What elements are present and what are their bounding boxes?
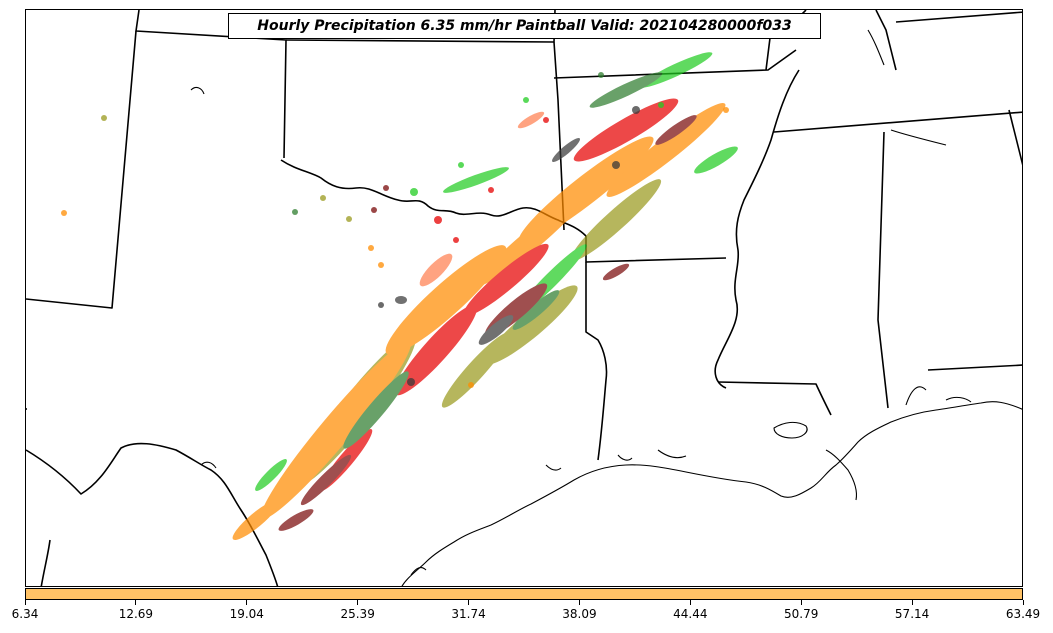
precip-cell bbox=[523, 97, 529, 103]
precip-green bbox=[639, 52, 713, 88]
border-nm-north bbox=[135, 10, 287, 159]
colorbar-tick-mark bbox=[135, 600, 137, 605]
precip-cell bbox=[101, 115, 107, 121]
precip-cell bbox=[371, 207, 377, 213]
precip-cell bbox=[320, 195, 326, 201]
colorbar-tick-mark bbox=[800, 600, 802, 605]
precip-cell bbox=[434, 216, 442, 224]
precip-darkgreen bbox=[589, 72, 663, 108]
precip-cell bbox=[378, 262, 384, 268]
colorbar bbox=[25, 588, 1023, 600]
precip-cell bbox=[407, 378, 415, 386]
border-ark-mo bbox=[553, 49, 797, 79]
precip-orange bbox=[606, 103, 726, 197]
precip-darkgreen bbox=[343, 371, 409, 449]
precip-orange bbox=[232, 499, 280, 541]
colorbar-tick-label: 44.44 bbox=[673, 607, 708, 621]
colorbar-tick-mark bbox=[357, 600, 359, 605]
colorbar-tick-mark bbox=[246, 600, 248, 605]
border-mex-inner bbox=[26, 408, 51, 586]
colorbar-tick-mark bbox=[468, 600, 470, 605]
border-ky bbox=[895, 11, 1022, 23]
precip-maroon bbox=[278, 509, 314, 531]
precip-cell bbox=[378, 302, 384, 308]
precip-red bbox=[573, 98, 679, 162]
border-tn bbox=[773, 111, 1022, 133]
precip-maroon bbox=[655, 115, 697, 145]
precip-green bbox=[694, 146, 738, 174]
precip-cell bbox=[632, 106, 640, 114]
precip-olive bbox=[570, 179, 662, 261]
precip-red bbox=[463, 243, 549, 317]
precip-darkgray bbox=[551, 138, 581, 162]
colorbar-tick-label: 12.69 bbox=[118, 607, 154, 621]
precip-cell bbox=[598, 72, 604, 78]
precip-green bbox=[443, 167, 509, 193]
colorbar-tick-label: 57.14 bbox=[894, 607, 930, 621]
precip-darkgreen bbox=[512, 290, 560, 330]
precipitation-map bbox=[26, 10, 1022, 586]
precip-salmon bbox=[419, 253, 453, 287]
precip-darkgray bbox=[478, 315, 514, 345]
gulf-coastline bbox=[190, 29, 1022, 586]
precip-maroon bbox=[300, 454, 352, 506]
precip-orange bbox=[476, 194, 586, 286]
colorbar-tick-label: 25.39 bbox=[340, 607, 375, 621]
precip-cell bbox=[61, 210, 67, 216]
precip-cell bbox=[658, 102, 664, 108]
precip-darkgray bbox=[395, 296, 407, 304]
precip-cell bbox=[458, 162, 464, 168]
border-nm-tx bbox=[26, 30, 137, 309]
precip-cell bbox=[383, 185, 389, 191]
precip-cell bbox=[368, 245, 374, 251]
colorbar-tick-label: 31.74 bbox=[451, 607, 486, 621]
colorbar-tick-label: 63.49 bbox=[1005, 607, 1041, 621]
colorbar-tick-label: 6.34 bbox=[11, 607, 39, 621]
precip-cell bbox=[453, 237, 459, 243]
precip-salmon bbox=[517, 111, 545, 129]
border-ms-al bbox=[877, 131, 889, 409]
border-al-ga bbox=[1008, 109, 1022, 166]
precip-olive bbox=[484, 285, 578, 365]
precip-cell bbox=[292, 209, 298, 215]
colorbar-tick-mark bbox=[24, 600, 26, 605]
colorbar-tick-mark bbox=[911, 600, 913, 605]
border-al-fl bbox=[927, 364, 1022, 371]
precip-green bbox=[255, 459, 287, 491]
precip-cell bbox=[543, 117, 549, 123]
precip-cell bbox=[612, 161, 620, 169]
precip-cell bbox=[468, 382, 474, 388]
precip-cell bbox=[723, 107, 729, 113]
map-title: Hourly Precipitation 6.35 mm/hr Paintbal… bbox=[228, 13, 821, 39]
map-panel bbox=[25, 9, 1023, 587]
colorbar-tick-label: 38.09 bbox=[562, 607, 597, 621]
precip-orange bbox=[385, 245, 507, 355]
border-tx-mex bbox=[26, 442, 279, 586]
border-ar-la-tx bbox=[585, 262, 608, 461]
precip-cell bbox=[488, 187, 494, 193]
precip-red bbox=[394, 304, 478, 396]
precip-orange bbox=[261, 341, 411, 519]
precip-maroon bbox=[602, 263, 630, 281]
border-il bbox=[875, 10, 897, 71]
colorbar-tick-mark bbox=[689, 600, 691, 605]
precip-olive bbox=[441, 332, 511, 408]
colorbar-tick-mark bbox=[1022, 600, 1024, 605]
colorbar-tick-label: 50.79 bbox=[784, 607, 819, 621]
colorbar-tick-label: 19.04 bbox=[229, 607, 264, 621]
colorbar-tick-mark bbox=[578, 600, 580, 605]
precip-paintball bbox=[61, 52, 738, 541]
precip-cell bbox=[410, 188, 418, 196]
precip-cell bbox=[346, 216, 352, 222]
border-ms-la bbox=[717, 381, 832, 416]
border-ms-river bbox=[714, 69, 800, 389]
